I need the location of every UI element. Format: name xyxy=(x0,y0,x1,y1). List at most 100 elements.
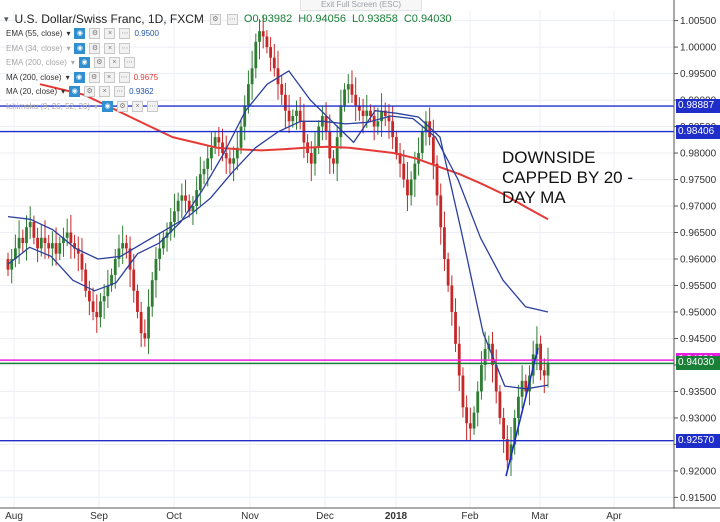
candle-body xyxy=(161,237,165,249)
more-icon[interactable]: ⋯ xyxy=(123,57,135,68)
expand-icon[interactable]: ▾ xyxy=(4,13,9,24)
candle-body xyxy=(173,211,176,222)
eye-icon[interactable]: ◉ xyxy=(73,71,85,83)
settings-icon[interactable]: ⚙ xyxy=(93,57,105,68)
delete-icon[interactable]: × xyxy=(99,86,111,97)
candle-body xyxy=(91,301,95,312)
delete-icon[interactable]: × xyxy=(132,100,144,112)
dropdown-icon[interactable]: ▾ xyxy=(66,29,71,38)
eye-icon[interactable]: ◉ xyxy=(102,100,114,112)
candle-body xyxy=(332,158,335,164)
candle-body xyxy=(21,237,25,244)
price-tag: 0.98887 xyxy=(676,99,720,114)
eye-icon[interactable]: ◉ xyxy=(74,28,86,39)
settings-icon[interactable]: ⚙ xyxy=(89,42,101,54)
indicator-row[interactable]: EMA (34, close) ▾ ◉ ⚙ × ⋯ xyxy=(6,42,131,54)
settings-icon[interactable]: ⚙ xyxy=(209,13,221,25)
candle-body xyxy=(309,153,313,164)
indicator-value: 0.9675 xyxy=(133,72,159,82)
more-icon[interactable]: ⋯ xyxy=(119,42,131,54)
candle-body xyxy=(513,417,517,445)
y-tick-label: 0.98000 xyxy=(680,149,717,160)
indicator-row[interactable]: MA (200, close) ▾ ◉ ⚙ × ⋯ 0.9675 xyxy=(6,71,159,83)
candle-body xyxy=(357,105,361,111)
close-value: C0.94030 xyxy=(403,13,452,25)
price-tag: 0.98406 xyxy=(676,124,720,139)
candle-body xyxy=(25,227,28,244)
candle-body xyxy=(99,301,102,318)
candle-body xyxy=(32,221,36,238)
y-tick-label: 0.95500 xyxy=(680,281,717,292)
ma-200-close-line xyxy=(39,83,549,221)
menu-icon[interactable]: ⋯ xyxy=(226,13,238,25)
x-tick-label: Aug xyxy=(5,511,23,522)
settings-icon[interactable]: ⚙ xyxy=(84,86,96,97)
candle-body xyxy=(317,126,321,148)
candle-body xyxy=(95,311,99,318)
indicator-row[interactable]: EMA (200, close) ▾ ◉ ⚙ × ⋯ xyxy=(6,57,135,68)
indicator-value: 0.9362 xyxy=(129,87,154,96)
trendline[interactable] xyxy=(505,347,539,477)
candle-body xyxy=(391,121,395,138)
time-axis[interactable]: Aug Sep Oct Nov Dec 2018 Feb Mar Apr xyxy=(0,507,720,522)
settings-icon[interactable]: ⚙ xyxy=(117,100,129,112)
x-tick-label: Feb xyxy=(461,511,479,522)
eye-icon[interactable]: ◉ xyxy=(78,57,90,68)
symbol-legend: ▾ U.S. Dollar/Swiss Franc, 1D, FXCM ⚙ ⋯ … xyxy=(4,12,452,26)
candle-body xyxy=(535,343,539,355)
dropdown-icon[interactable]: ▾ xyxy=(94,101,99,111)
candle-body xyxy=(154,259,158,281)
settings-icon[interactable]: ⚙ xyxy=(88,71,100,83)
delete-icon[interactable]: × xyxy=(104,28,116,39)
eye-icon[interactable]: ◉ xyxy=(69,86,81,97)
delete-icon[interactable]: × xyxy=(104,42,116,54)
dropdown-icon[interactable]: ▾ xyxy=(65,72,70,82)
settings-icon[interactable]: ⚙ xyxy=(89,28,101,39)
candle-body xyxy=(54,243,58,254)
candle-body xyxy=(198,174,202,191)
candle-body xyxy=(542,370,546,376)
more-icon[interactable]: ⋯ xyxy=(118,71,130,83)
candle-body xyxy=(343,89,346,106)
y-tick-label: 0.96000 xyxy=(680,255,717,266)
delete-icon[interactable]: × xyxy=(108,57,120,68)
indicator-row[interactable]: EMA (55, close) ▾ ◉ ⚙ × ⋯ 0.9500 xyxy=(6,28,159,39)
candle-body xyxy=(272,57,276,69)
x-tick-label: Oct xyxy=(166,511,182,522)
exit-fullscreen-button[interactable]: Exit Full Screen (ESC) xyxy=(300,0,422,11)
x-tick-label: Mar xyxy=(531,511,549,522)
y-tick-label: 0.91500 xyxy=(680,493,717,504)
y-tick-label: 0.99500 xyxy=(680,69,717,80)
candle-body xyxy=(346,84,350,90)
candle-body xyxy=(247,84,250,106)
candle-body xyxy=(335,137,339,164)
candle-body xyxy=(102,296,106,302)
y-tick-label: 0.92000 xyxy=(680,466,717,477)
candle-body xyxy=(280,84,284,95)
delete-icon[interactable]: × xyxy=(103,71,115,83)
dropdown-icon[interactable]: ▾ xyxy=(61,87,66,96)
candle-body xyxy=(465,407,469,424)
more-icon[interactable]: ⋯ xyxy=(119,28,131,39)
indicator-row[interactable]: Ichimoku (9, 26, 52, 26) ▾ ◉ ⚙ × ⋯ xyxy=(6,100,159,112)
candle-body xyxy=(443,227,446,259)
more-icon[interactable]: ⋯ xyxy=(114,86,126,97)
indicator-label: EMA (55, close) xyxy=(6,29,63,38)
candle-body xyxy=(313,147,317,164)
candles xyxy=(6,15,550,476)
candle-body xyxy=(117,248,121,259)
dropdown-icon[interactable]: ▾ xyxy=(66,43,71,53)
candle-body xyxy=(124,243,128,249)
candle-body xyxy=(36,237,39,249)
candle-body xyxy=(243,105,247,127)
candle-body xyxy=(394,137,398,154)
dropdown-icon[interactable]: ▾ xyxy=(70,58,75,67)
indicator-row[interactable]: MA (20, close) ▾ ◉ ⚙ × ⋯ 0.9362 xyxy=(6,86,154,97)
candle-body xyxy=(239,126,243,148)
y-tick-label: 0.94500 xyxy=(680,334,717,345)
candle-body xyxy=(147,306,150,339)
eye-icon[interactable]: ◉ xyxy=(74,42,86,54)
candle-body xyxy=(69,232,73,244)
more-icon[interactable]: ⋯ xyxy=(147,100,159,112)
